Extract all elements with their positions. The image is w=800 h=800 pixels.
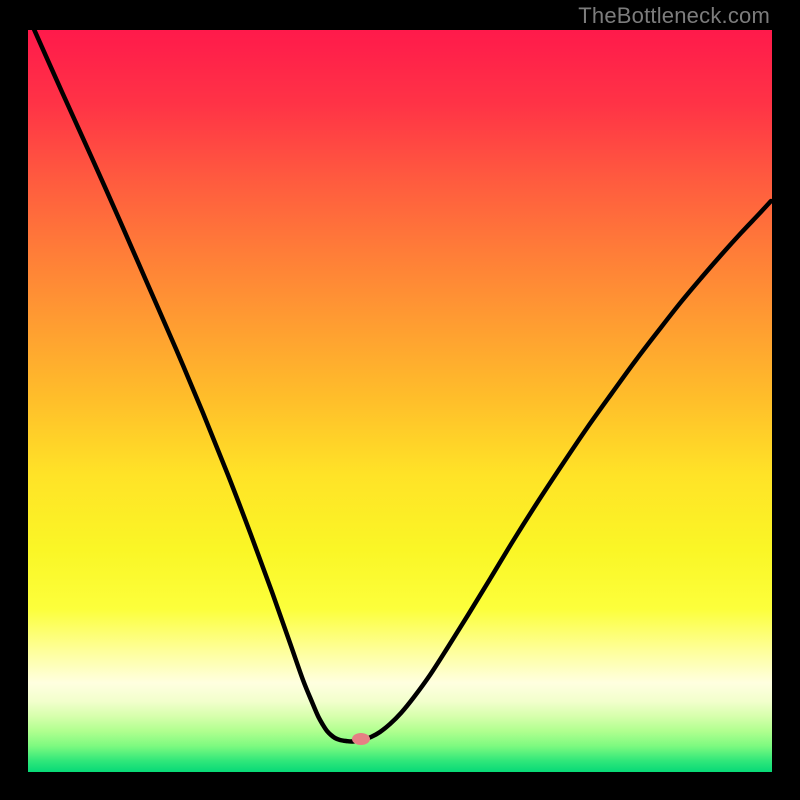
- minimum-marker: [352, 733, 370, 745]
- watermark-text: TheBottleneck.com: [578, 3, 770, 28]
- plot-area: [28, 30, 772, 772]
- chart-svg: [28, 30, 772, 772]
- frame-right: [772, 0, 800, 800]
- frame-left: [0, 0, 28, 800]
- watermark: TheBottleneck.com: [578, 3, 770, 29]
- frame-bottom: [0, 772, 800, 800]
- gradient-background: [28, 30, 772, 772]
